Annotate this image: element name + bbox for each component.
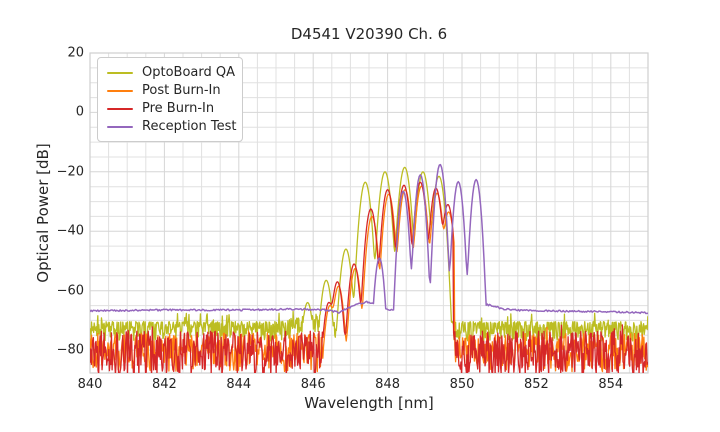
legend-label: Reception Test (142, 119, 237, 134)
series-group (90, 163, 648, 373)
legend-label: Pre Burn-In (142, 101, 215, 116)
legend: OptoBoard QA Post Burn-In Pre Burn-In Re… (97, 57, 243, 142)
y-tick-label: −60 (56, 283, 84, 299)
legend-item-post-burn-in: Post Burn-In (107, 84, 238, 97)
legend-swatch-icon (107, 125, 133, 128)
legend-swatch-icon (107, 107, 133, 110)
y-tick-label: −20 (56, 164, 84, 180)
legend-swatch-icon (107, 89, 133, 92)
x-axis-label: Wavelength [nm] (304, 394, 434, 412)
legend-item-optoboard-qa: OptoBoard QA (107, 66, 238, 79)
x-tick-label: 848 (375, 377, 401, 392)
x-tick-label: 844 (226, 377, 252, 392)
series-pre-burn-in (90, 181, 648, 373)
x-tick-label: 840 (77, 377, 103, 392)
y-tick-label: 0 (75, 104, 84, 120)
x-tick-label: 850 (449, 377, 475, 392)
legend-label: Post Burn-In (142, 83, 221, 98)
y-axis-label: Optical Power [dB] (34, 143, 52, 283)
y-tick-label: −80 (56, 342, 84, 358)
legend-item-pre-burn-in: Pre Burn-In (107, 102, 238, 115)
chart-title: D4541 V20390 Ch. 6 (290, 25, 448, 43)
plot-frame (89, 52, 649, 374)
x-tick-label: 842 (151, 377, 177, 392)
x-tick-label: 852 (523, 377, 549, 392)
series-optoboard-qa (90, 166, 648, 342)
legend-label: OptoBoard QA (142, 65, 235, 80)
y-tick-label: −40 (56, 223, 84, 239)
legend-swatch-icon (107, 71, 133, 74)
x-tick-label: 846 (300, 377, 326, 392)
legend-item-reception-test: Reception Test (107, 120, 238, 133)
series-reception-test (90, 163, 648, 315)
y-tick-label: 20 (67, 45, 84, 61)
x-tick-label: 854 (598, 377, 624, 392)
